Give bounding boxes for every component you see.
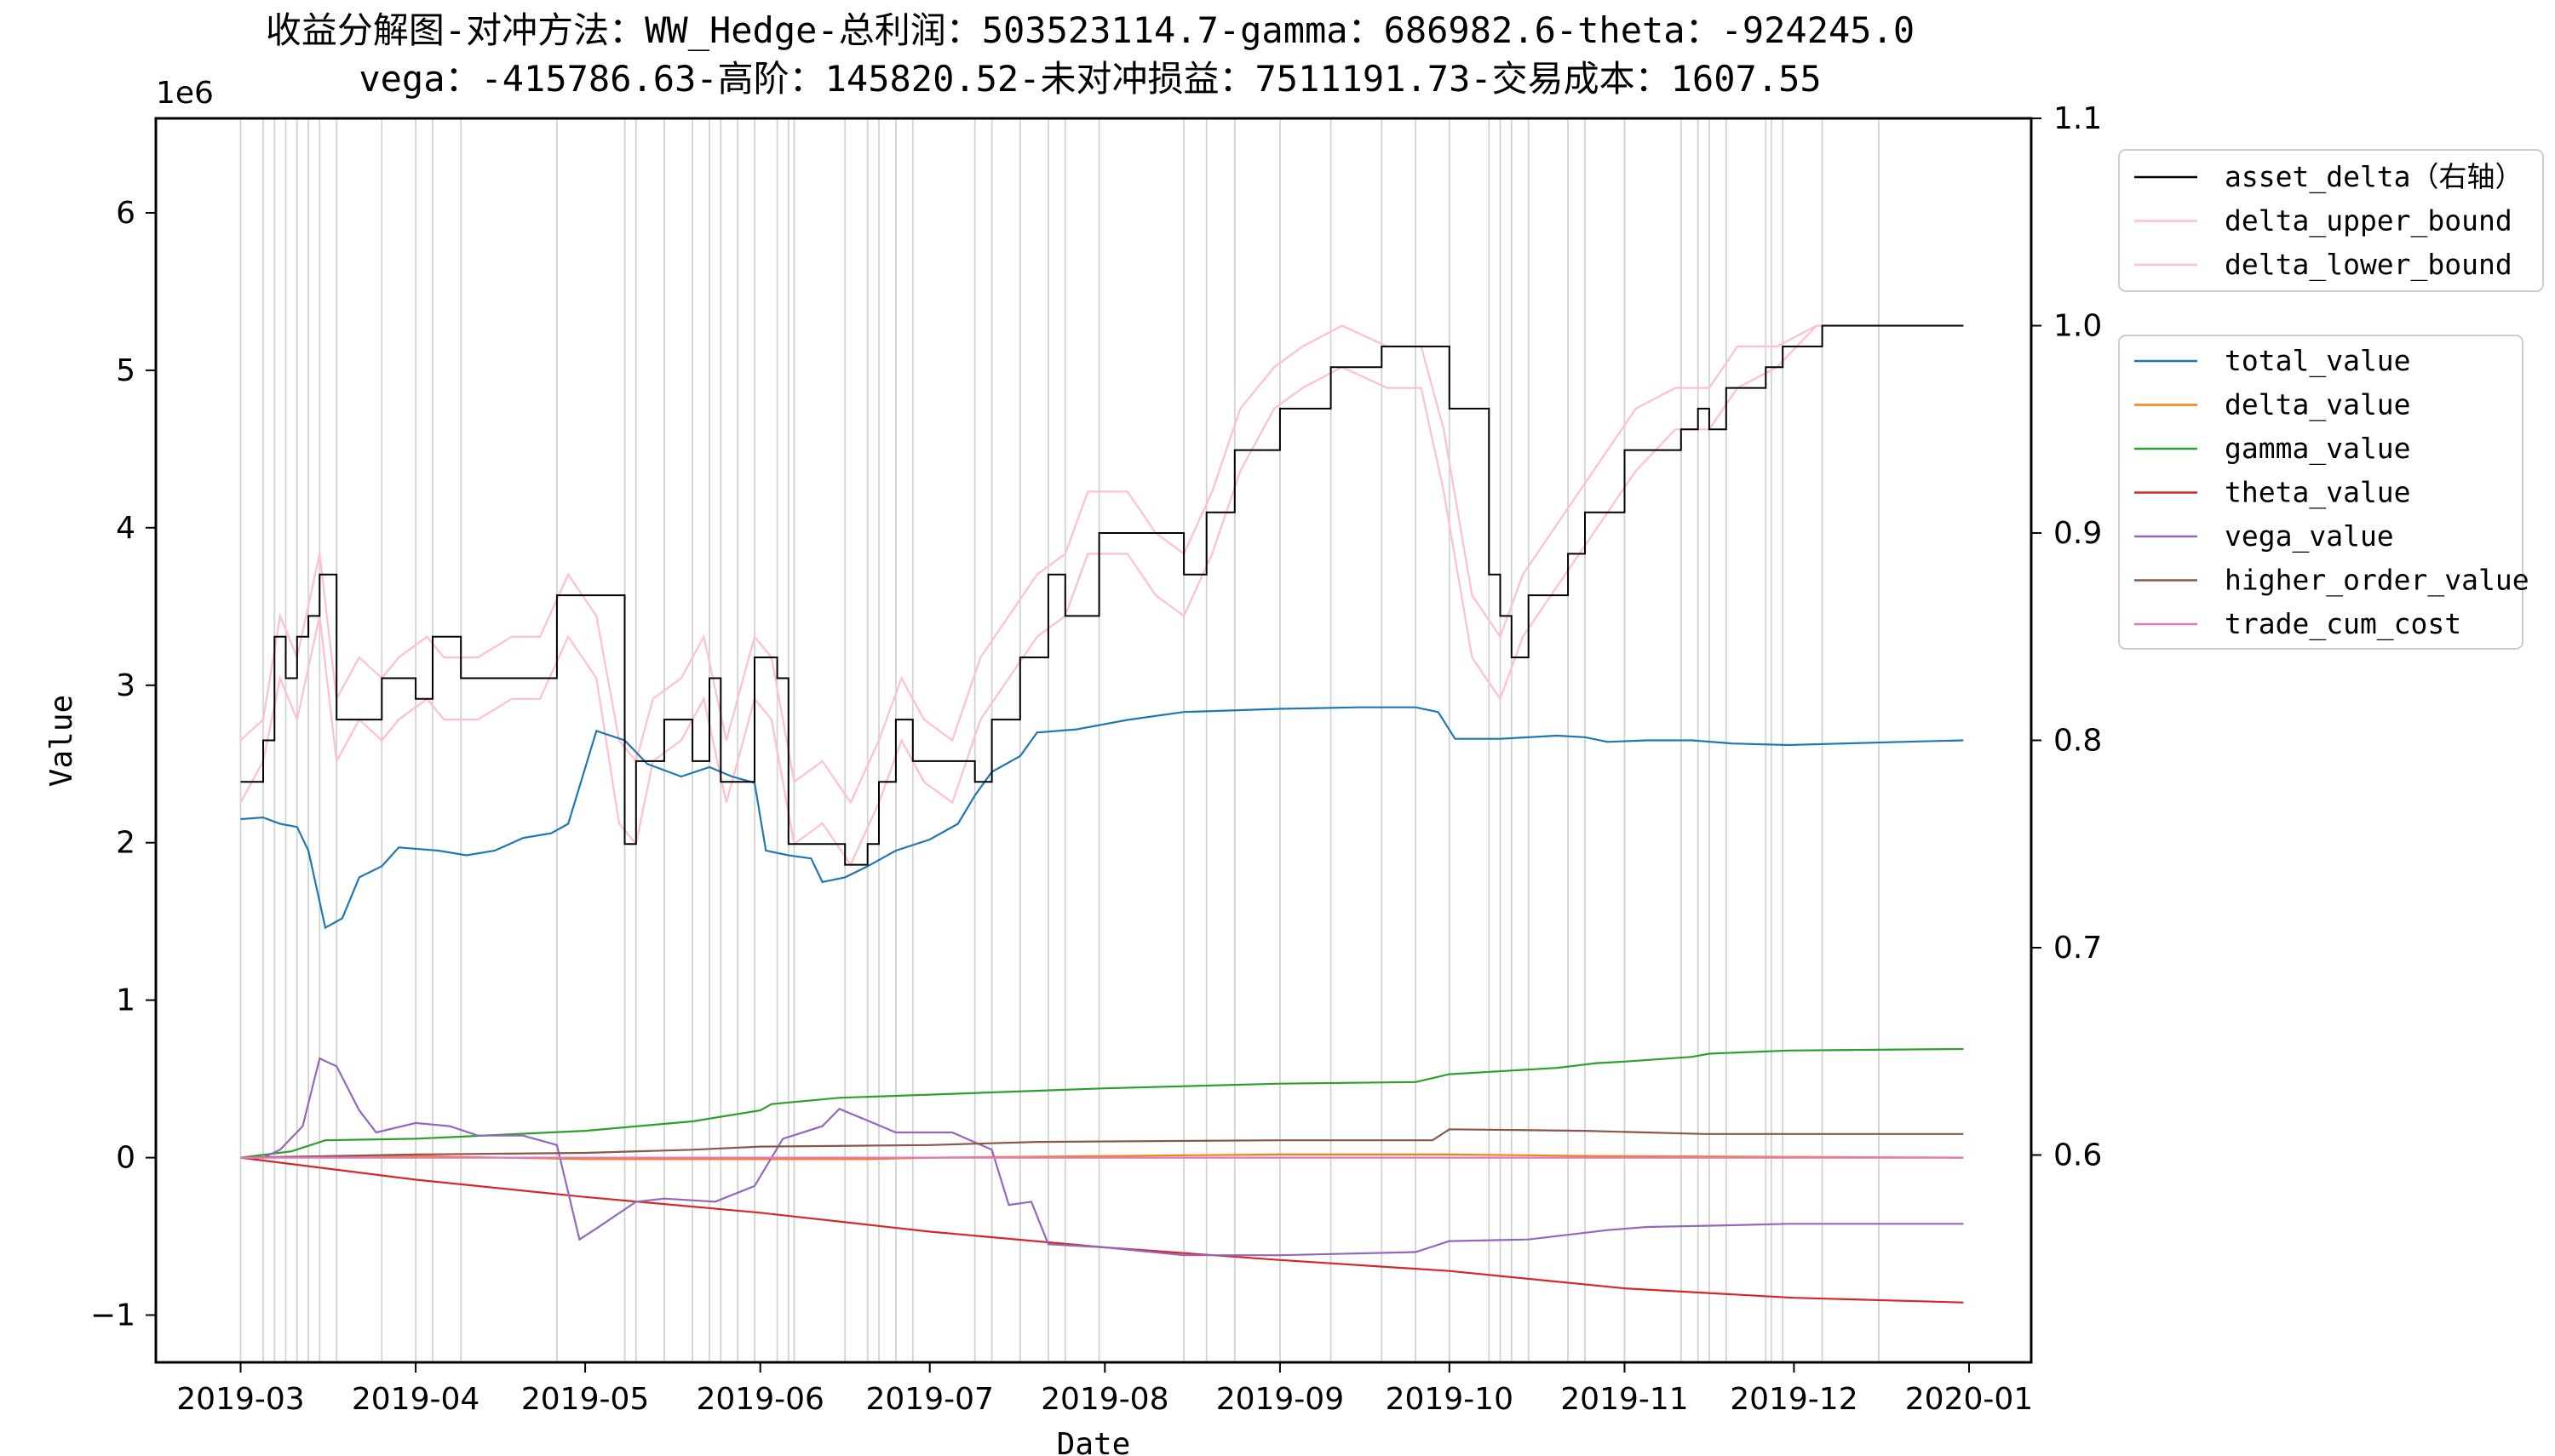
x-tick-label: 2019-11 [1560, 1382, 1688, 1417]
x-tick-label: 2020-01 [1905, 1382, 2033, 1417]
plot-frame [154, 117, 2033, 1364]
y-right-tick-label: 0.9 [2053, 516, 2102, 551]
series-line-asset-delta [240, 324, 1964, 866]
legend-label: total_value [2225, 344, 2411, 378]
x-tick-label: 2019-12 [1730, 1382, 1857, 1417]
x-tick-label: 2019-06 [696, 1382, 824, 1417]
legend-bottom: total_value delta_value gamma_value theta_v… [2118, 335, 2529, 650]
x-tick-label: 2019-07 [865, 1382, 993, 1417]
series-line-theta_value [240, 1156, 1964, 1304]
legend-label: higher_order_value [2225, 564, 2529, 598]
y-left-tick-label: 6 [116, 196, 135, 231]
series-line-delta_lower_bound [239, 324, 1964, 867]
y-left-tick-label: 2 [116, 826, 135, 861]
legend-top: asset_delta（右轴） delta_upper_bound delta_lo… [2118, 149, 2544, 292]
y-axis-right: 0.6 0.7 0.8 0.9 1.0 1.1 [2031, 101, 2102, 1173]
series-lines [239, 324, 1964, 1304]
y-right-tick-label: 1.1 [2053, 101, 2102, 136]
y-right-tick-label: 0.7 [2053, 931, 2102, 966]
y-left-tick-label: −1 [90, 1298, 135, 1333]
legend-label: vega_value [2225, 519, 2394, 553]
series-line-higher_order_value [240, 1128, 1964, 1159]
legend-top-frame [2118, 149, 2544, 292]
y-left-tick-label: 5 [116, 353, 135, 388]
chart-title-line2: vega：-415786.63-高阶：145820.52-未对冲损益：75111… [359, 58, 1821, 100]
series-line-total_value [240, 706, 1964, 930]
legend-label: theta_value [2225, 476, 2411, 510]
y-left-tick-label: 0 [116, 1141, 135, 1176]
y-axis-left: −1 0 1 2 3 4 5 6 [90, 196, 156, 1333]
x-tick-label: 2019-08 [1041, 1382, 1168, 1417]
x-tick-label: 2019-09 [1216, 1382, 1344, 1417]
y-right-tick-label: 0.6 [2053, 1138, 2102, 1173]
y-left-tick-label: 1 [116, 983, 135, 1018]
legend-label: delta_upper_bound [2225, 204, 2512, 238]
series-line-delta_upper_bound [239, 324, 1964, 805]
legend-bottom-frame [2118, 335, 2523, 650]
chart-title-line1: 收益分解图-对冲方法：WW_Hedge-总利润：503523114.7-gamm… [266, 9, 1915, 51]
legend-label: delta_value [2225, 388, 2411, 422]
x-tick-label: 2019-05 [521, 1382, 649, 1417]
legend-label: delta_lower_bound [2225, 248, 2512, 282]
y-left-tick-label: 4 [116, 511, 135, 546]
series-line-gamma_value [240, 1047, 1964, 1159]
y-axis-label: Value [44, 695, 79, 787]
y-right-tick-label: 1.0 [2053, 309, 2102, 344]
x-tick-label: 2019-03 [176, 1382, 304, 1417]
x-axis: 2019-03 2019-04 2019-05 2019-06 2019-07 2019-… [176, 1362, 2033, 1417]
legend-label: asset_delta（右轴） [2225, 160, 2523, 194]
x-tick-label: 2019-10 [1386, 1382, 1513, 1417]
legend-label: trade_cum_cost [2225, 607, 2461, 641]
y-scale-label: 1e6 [156, 76, 214, 111]
x-tick-label: 2019-04 [352, 1382, 479, 1417]
series-line-vega_value [240, 1057, 1964, 1257]
legend-label: gamma_value [2225, 432, 2411, 466]
y-left-tick-label: 3 [116, 668, 135, 703]
x-axis-label: Date [1057, 1427, 1131, 1456]
y-right-tick-label: 0.8 [2053, 724, 2102, 759]
